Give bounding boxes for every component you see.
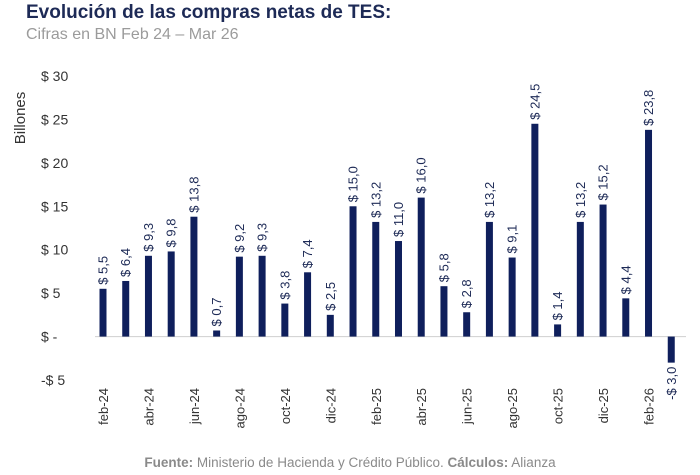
bar [599, 204, 607, 337]
y-axis-title: Billones [12, 92, 29, 145]
bar [326, 314, 334, 337]
bar [645, 129, 653, 337]
x-tick-label: abr-24 [141, 388, 156, 426]
bar [372, 221, 380, 337]
data-label: $ 6,4 [118, 248, 133, 277]
y-tick-label: -$ 5 [41, 372, 65, 388]
data-label: $ 9,1 [505, 225, 520, 254]
bar [258, 255, 266, 337]
source-text: Ministerio de Hacienda y Crédito Público… [193, 455, 448, 470]
y-tick-label: $ 15 [41, 198, 68, 214]
y-tick-label: $ - [41, 329, 58, 345]
bar [463, 312, 471, 337]
y-tick-label: $ 5 [41, 285, 61, 301]
source-label: Fuente: [144, 455, 194, 470]
bar [167, 251, 175, 337]
x-tick-label: ago-25 [505, 388, 520, 428]
bar [394, 241, 402, 337]
data-label: $ 9,2 [232, 224, 247, 253]
bar [190, 216, 198, 337]
data-label: $ 4,4 [618, 265, 633, 294]
bar [304, 272, 312, 337]
data-label: $ 5,5 [96, 256, 111, 285]
y-tick-label: $ 10 [41, 242, 68, 258]
x-tick-label: feb-24 [96, 388, 111, 425]
x-tick-label: oct-25 [551, 388, 566, 424]
x-tick-label: jun-25 [460, 388, 475, 425]
bar [417, 197, 425, 337]
data-label: $ 9,3 [141, 223, 156, 252]
x-tick-label: ago-24 [232, 388, 247, 428]
data-label: $ 2,8 [459, 279, 474, 308]
bar [122, 280, 130, 337]
data-label: $ 15,2 [596, 164, 611, 200]
data-label: $ 13,2 [368, 182, 383, 218]
data-label: -$ 3,0 [664, 367, 679, 400]
bar [508, 257, 516, 337]
data-label: $ 9,3 [255, 223, 270, 252]
y-tick-label: $ 30 [41, 68, 68, 84]
x-tick-label: feb-25 [369, 388, 384, 425]
x-tick-label: oct-24 [278, 388, 293, 424]
data-label: $ 0,7 [209, 298, 224, 327]
data-label: $ 2,5 [323, 282, 338, 311]
bar [213, 330, 221, 337]
data-label: $ 13,8 [186, 177, 201, 213]
bar [281, 303, 289, 337]
x-tick-label: abr-25 [414, 388, 429, 426]
y-tick-label: $ 25 [41, 111, 68, 127]
bar [349, 206, 357, 337]
bar [576, 221, 584, 337]
x-tick-label: feb-26 [642, 388, 657, 425]
bar [99, 288, 107, 337]
data-label: $ 3,8 [277, 271, 292, 300]
data-label: $ 15,0 [346, 166, 361, 202]
data-label: $ 23,8 [641, 90, 656, 126]
chart-title: Evolución de las compras netas de TES: [26, 2, 392, 23]
data-label: $ 16,0 [414, 157, 429, 193]
data-label: $ 7,4 [300, 239, 315, 268]
bar [531, 123, 539, 337]
bar [667, 336, 675, 363]
y-tick-label: $ 20 [41, 155, 68, 171]
bar [144, 255, 152, 337]
x-tick-label: dic-25 [596, 388, 611, 423]
bar [440, 286, 448, 337]
source-footer: Fuente: Ministerio de Hacienda y Crédito… [0, 455, 700, 470]
data-label: $ 11,0 [391, 202, 406, 237]
calc-label: Cálculos: [447, 455, 509, 470]
bar [235, 256, 243, 337]
data-label: $ 13,2 [482, 182, 497, 218]
data-label: $ 24,5 [527, 84, 542, 120]
x-tick-label: dic-24 [323, 388, 338, 423]
calc-text: Alianza [508, 455, 556, 470]
bar [622, 298, 630, 337]
bar [554, 324, 562, 337]
data-label: $ 1,4 [550, 291, 565, 320]
chart-subtitle: Cifras en BN Feb 24 – Mar 26 [26, 26, 239, 43]
bar [485, 221, 493, 337]
x-tick-label: jun-24 [187, 388, 202, 425]
data-label: $ 5,8 [436, 253, 451, 282]
data-label: $ 9,8 [164, 219, 179, 248]
data-label: $ 13,2 [573, 182, 588, 218]
